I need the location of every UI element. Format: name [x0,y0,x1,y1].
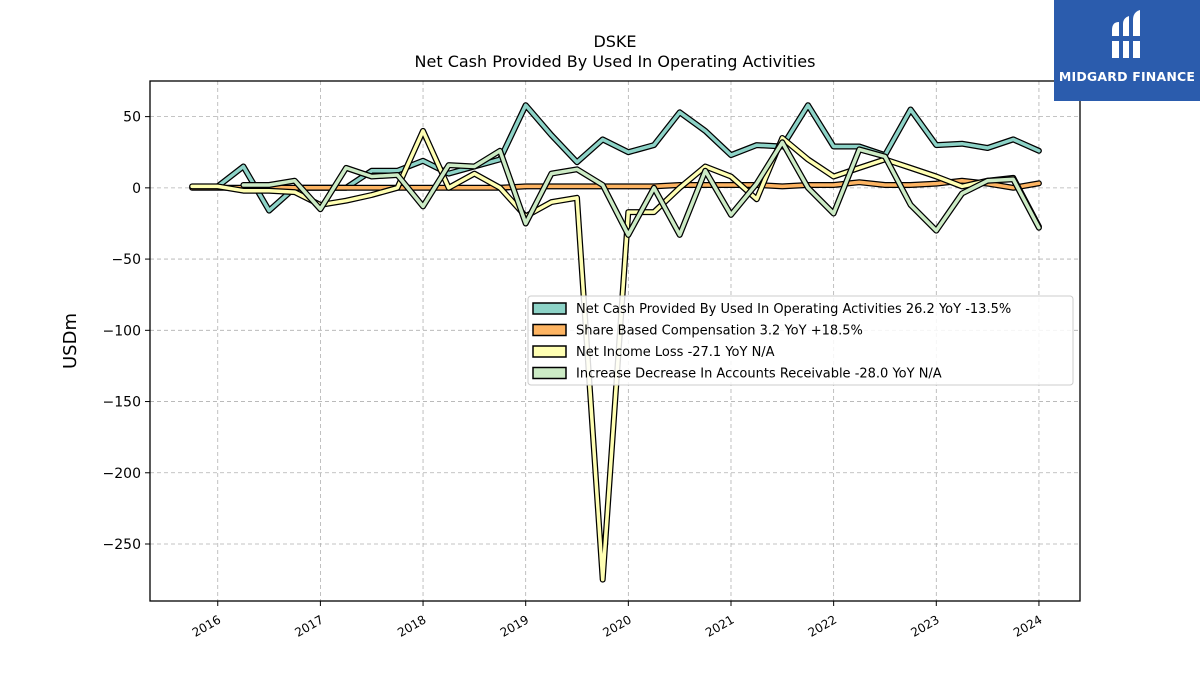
midgard-logo-icon [1108,10,1144,58]
y-tick-label: −50 [111,252,141,268]
series-line-0 [215,103,1041,213]
x-tick-label: 2022 [806,612,839,639]
x-tick-label: 2024 [1011,612,1044,639]
y-tick-label: −250 [103,537,141,553]
x-tick-label: 2020 [600,612,633,639]
plot-frame [149,80,1081,602]
y-tick-label: 50 [123,110,141,126]
y-tick-label: 0 [132,181,141,197]
y-tick-label: −150 [103,395,141,411]
legend-swatch-1 [532,323,567,337]
chart-title: DSKE [593,32,636,51]
legend-entry-3: Increase Decrease In Accounts Receivable… [576,367,942,382]
x-tick-label: 2017 [292,612,325,639]
legend-swatch-3 [532,366,567,380]
legend-swatch-0 [532,302,567,315]
y-axis-label: USDm [60,313,81,369]
y-tick-label: −100 [103,323,141,339]
x-tick-label: 2018 [395,612,428,639]
x-tick-label: 2019 [498,612,531,639]
x-tick-label: 2016 [190,612,223,639]
series-layer [189,102,1042,583]
legend: Net Cash Provided By Used In Operating A… [527,295,1074,386]
y-tick-label: −200 [103,466,141,482]
brand-logo: MIDGARD FINANCE [1054,0,1200,101]
x-tick-label: 2021 [703,612,736,639]
legend-entry-2: Net Income Loss -27.1 YoY N/A [576,345,775,360]
logo-text: MIDGARD FINANCE [1058,69,1196,84]
chart-subtitle: Net Cash Provided By Used In Operating A… [415,52,816,71]
series-line-3 [241,140,1041,237]
legend-box [527,295,1074,386]
series-line-2 [190,129,1041,582]
x-tick-label: 2023 [908,612,941,639]
x-axis-ticks: 2016 2017 2018 2019 2020 2021 2022 2023 2024 [190,601,1044,640]
legend-entry-0: Net Cash Provided By Used In Operating A… [576,302,1011,317]
y-axis-ticks: 50 0 −50 −100 −150 −200 −250 [103,110,150,553]
legend-entry-1: Share Based Compensation 3.2 YoY +18.5% [576,324,863,339]
legend-swatch-2 [532,345,567,358]
